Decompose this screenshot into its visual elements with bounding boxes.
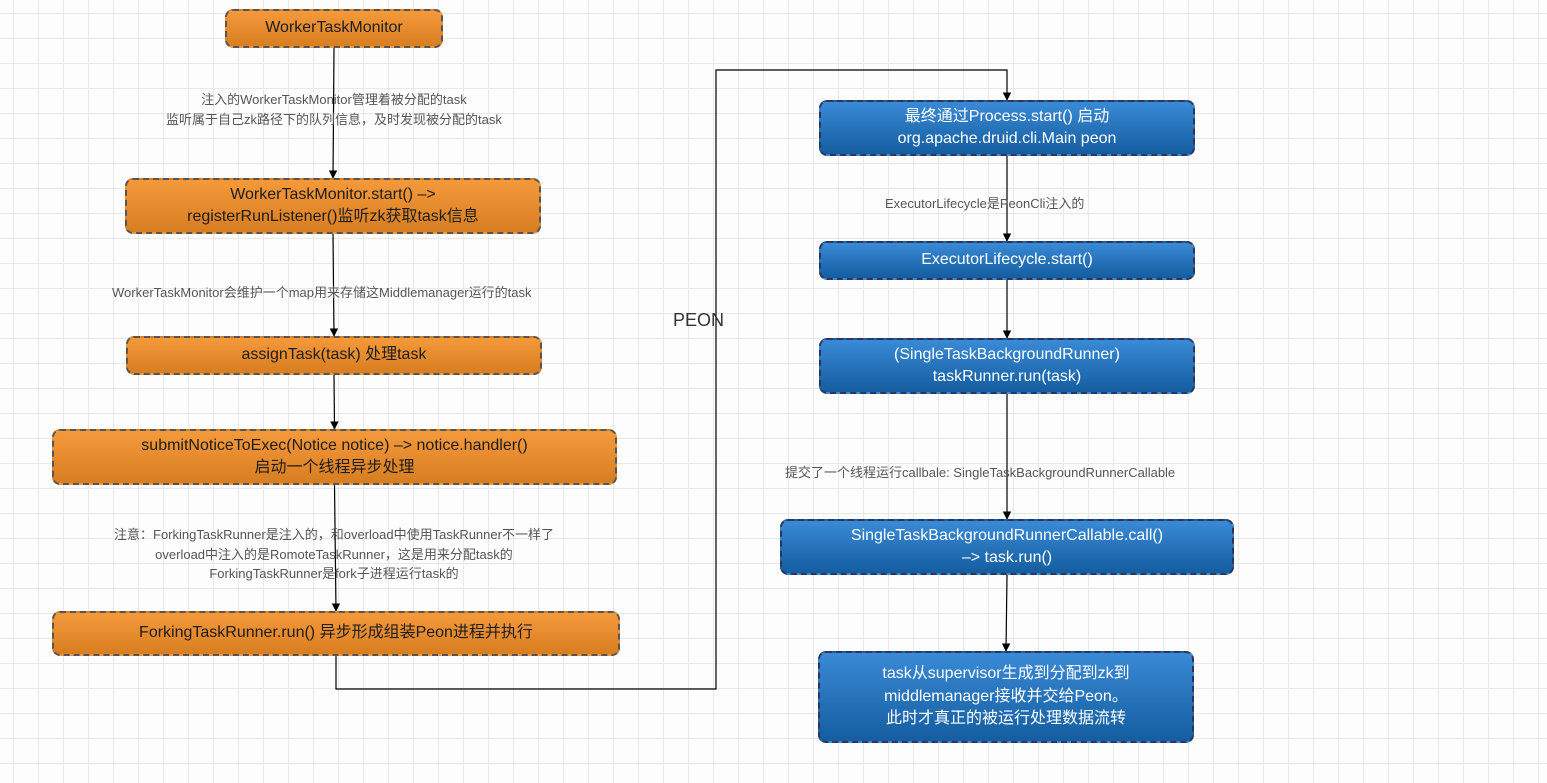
peon-label: PEON	[673, 310, 724, 331]
node-text: SingleTaskBackgroundRunnerCallable.call(…	[851, 525, 1163, 547]
node-text: registerRunListener()监听zk获取task信息	[187, 206, 479, 228]
node-n4: submitNoticeToExec(Notice notice) –> not…	[52, 429, 617, 485]
label-line: ExecutorLifecycle是PeonCli注入的	[885, 194, 1084, 214]
node-text: assignTask(task) 处理task	[242, 344, 427, 366]
label-line: 注入的WorkerTaskMonitor管理着被分配的task	[166, 90, 502, 110]
edge-label-l5: 提交了一个线程运行callbale: SingleTaskBackgroundR…	[785, 463, 1175, 483]
node-n7: ExecutorLifecycle.start()	[819, 241, 1195, 280]
label-line: ForkingTaskRunner是fork子进程运行task的	[114, 564, 554, 584]
edge-label-l1: 注入的WorkerTaskMonitor管理着被分配的task监听属于自己zk路…	[166, 90, 502, 129]
node-text: middlemanager接收并交给Peon。	[884, 686, 1128, 708]
edge-label-l3: 注意：ForkingTaskRunner是注入的，和overload中使用Tas…	[114, 525, 554, 584]
node-n5: ForkingTaskRunner.run() 异步形成组装Peon进程并执行	[52, 611, 620, 656]
node-n1: WorkerTaskMonitor	[225, 9, 443, 48]
node-text: submitNoticeToExec(Notice notice) –> not…	[141, 435, 527, 457]
node-n2: WorkerTaskMonitor.start() –>registerRunL…	[125, 178, 541, 234]
node-text: org.apache.druid.cli.Main peon	[898, 128, 1117, 150]
node-n8: (SingleTaskBackgroundRunner)taskRunner.r…	[819, 338, 1195, 394]
label-line: 提交了一个线程运行callbale: SingleTaskBackgroundR…	[785, 463, 1175, 483]
label-line: WorkerTaskMonitor会维护一个map用来存储这Middlemana…	[112, 283, 531, 303]
node-text: 最终通过Process.start() 启动	[905, 106, 1109, 128]
edge-label-l4: ExecutorLifecycle是PeonCli注入的	[885, 194, 1084, 214]
node-text: –> task.run()	[962, 547, 1052, 569]
label-line: 注意：ForkingTaskRunner是注入的，和overload中使用Tas…	[114, 525, 554, 545]
node-text: WorkerTaskMonitor.start() –>	[230, 184, 436, 206]
node-text: (SingleTaskBackgroundRunner)	[894, 344, 1120, 366]
node-text: 此时才真正的被运行处理数据流转	[886, 708, 1126, 730]
node-text: 启动一个线程异步处理	[254, 457, 414, 479]
node-text: ForkingTaskRunner.run() 异步形成组装Peon进程并执行	[139, 622, 533, 644]
peon-label-text: PEON	[673, 310, 724, 330]
node-n3: assignTask(task) 处理task	[126, 336, 542, 375]
node-text: WorkerTaskMonitor	[265, 17, 403, 39]
label-line: overload中注入的是RomoteTaskRunner，这是用来分配task…	[114, 545, 554, 565]
node-n10: task从supervisor生成到分配到zk到middlemanager接收并…	[818, 651, 1194, 743]
node-text: ExecutorLifecycle.start()	[921, 249, 1093, 271]
node-text: taskRunner.run(task)	[933, 366, 1082, 388]
node-n6: 最终通过Process.start() 启动org.apache.druid.c…	[819, 100, 1195, 156]
node-n9: SingleTaskBackgroundRunnerCallable.call(…	[780, 519, 1234, 575]
node-text: task从supervisor生成到分配到zk到	[882, 663, 1129, 685]
edge-label-l2: WorkerTaskMonitor会维护一个map用来存储这Middlemana…	[112, 283, 531, 303]
label-line: 监听属于自己zk路径下的队列信息，及时发现被分配的task	[166, 110, 502, 130]
